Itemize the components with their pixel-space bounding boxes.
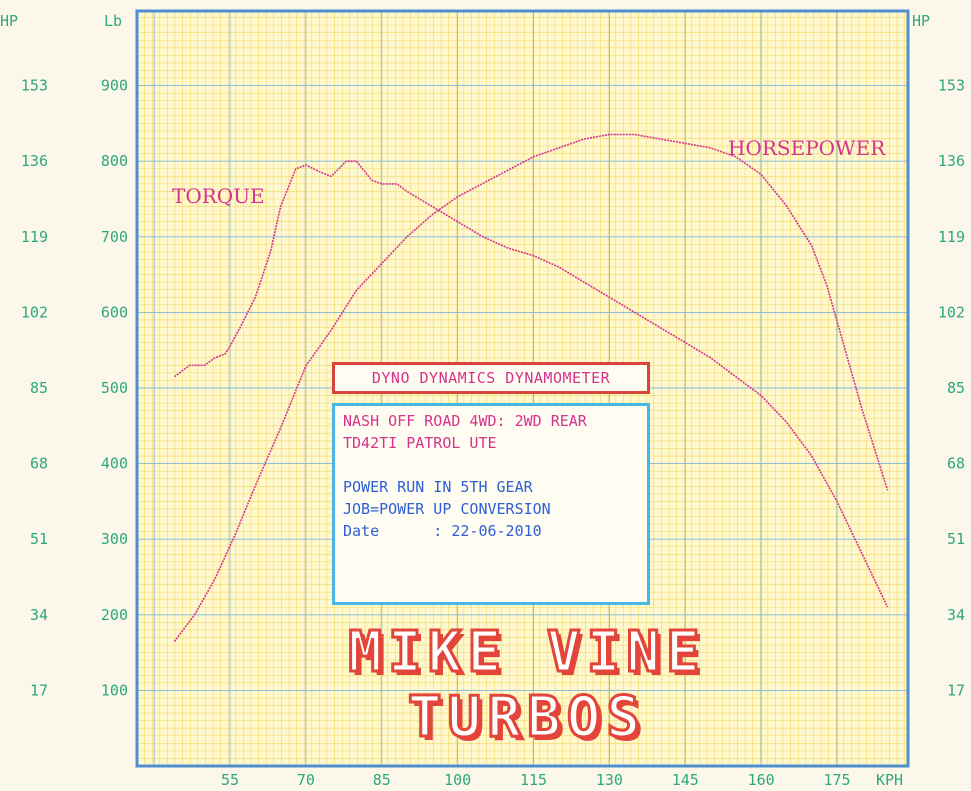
- left-lb-unit-label: Lb: [104, 12, 122, 30]
- run-line: POWER RUN IN 5TH GEAR: [343, 478, 533, 496]
- lb-tick-label: 700: [101, 228, 128, 246]
- x-tick-label: 85: [373, 771, 391, 789]
- hp-tick-label: 17: [30, 681, 48, 699]
- lb-tick-label: 900: [101, 77, 128, 95]
- left-hp-ticks: 153 136 119 102 85 68 51 34 17: [21, 77, 48, 700]
- hp-tick-label: 68: [947, 455, 965, 473]
- torque-curve: [173, 160, 889, 608]
- x-tick-label: 160: [748, 771, 775, 789]
- hp-tick-label: 34: [30, 606, 48, 624]
- hp-tick-label: 119: [21, 228, 48, 246]
- hp-tick-label: 17: [947, 681, 965, 699]
- dyno-title-box: DYNO DYNAMICS DYNAMOMETER: [332, 362, 650, 394]
- x-unit-label: KPH: [876, 771, 903, 789]
- left-hp-unit-label: HP: [0, 12, 18, 30]
- hp-tick-label: 85: [30, 379, 48, 397]
- hp-tick-label: 136: [21, 152, 48, 170]
- x-tick-label: 70: [297, 771, 315, 789]
- hp-tick-label: 119: [938, 228, 965, 246]
- hp-tick-label: 136: [938, 152, 965, 170]
- hp-tick-label: 153: [21, 77, 48, 95]
- hp-tick-label: 34: [947, 606, 965, 624]
- lb-tick-label: 300: [101, 530, 128, 548]
- horsepower-label: HORSEPOWER: [728, 136, 886, 160]
- date-line: Date : 22-06-2010: [343, 522, 542, 540]
- x-tick-label: 130: [596, 771, 623, 789]
- x-tick-label: 115: [520, 771, 547, 789]
- plot-frame: [135, 9, 910, 768]
- lb-tick-label: 200: [101, 606, 128, 624]
- x-tick-label: 175: [823, 771, 850, 789]
- dyno-title: DYNO DYNAMICS DYNAMOMETER: [371, 369, 611, 387]
- hp-tick-label: 68: [30, 455, 48, 473]
- series-group: [173, 133, 889, 642]
- customer-line: NASH OFF ROAD 4WD: 2WD REAR: [343, 412, 587, 430]
- x-tick-label: 145: [672, 771, 699, 789]
- hp-tick-label: 153: [938, 77, 965, 95]
- lb-ticks: 900 800 700 600 500 400 300 200 100: [101, 77, 128, 700]
- x-ticks: 55 70 85 100 115 130 145 160 175: [221, 771, 851, 789]
- hp-tick-label: 102: [938, 303, 965, 321]
- horsepower-curve: [173, 133, 889, 642]
- hp-tick-label: 51: [947, 530, 965, 548]
- torque-label: TORQUE: [172, 184, 265, 208]
- right-hp-unit-label: HP: [912, 12, 930, 30]
- lb-tick-label: 400: [101, 455, 128, 473]
- job-line: JOB=POWER UP CONVERSION: [343, 500, 551, 518]
- vehicle-line: TD42TI PATROL UTE: [343, 434, 497, 452]
- lb-tick-label: 100: [101, 681, 128, 699]
- hp-tick-label: 51: [30, 530, 48, 548]
- right-hp-ticks: 153 136 119 102 85 68 51 34 17: [938, 77, 965, 700]
- lb-tick-label: 600: [101, 303, 128, 321]
- hp-tick-label: 85: [947, 379, 965, 397]
- lb-tick-label: 800: [101, 152, 128, 170]
- x-tick-label: 55: [221, 771, 239, 789]
- x-tick-label: 100: [444, 771, 471, 789]
- run-info-box: NASH OFF ROAD 4WD: 2WD REAR TD42TI PATRO…: [332, 403, 650, 605]
- hp-tick-label: 102: [21, 303, 48, 321]
- lb-tick-label: 500: [101, 379, 128, 397]
- brand-logo-text: MIKE VINE TURBOS: [347, 619, 706, 752]
- spacer: [343, 454, 639, 476]
